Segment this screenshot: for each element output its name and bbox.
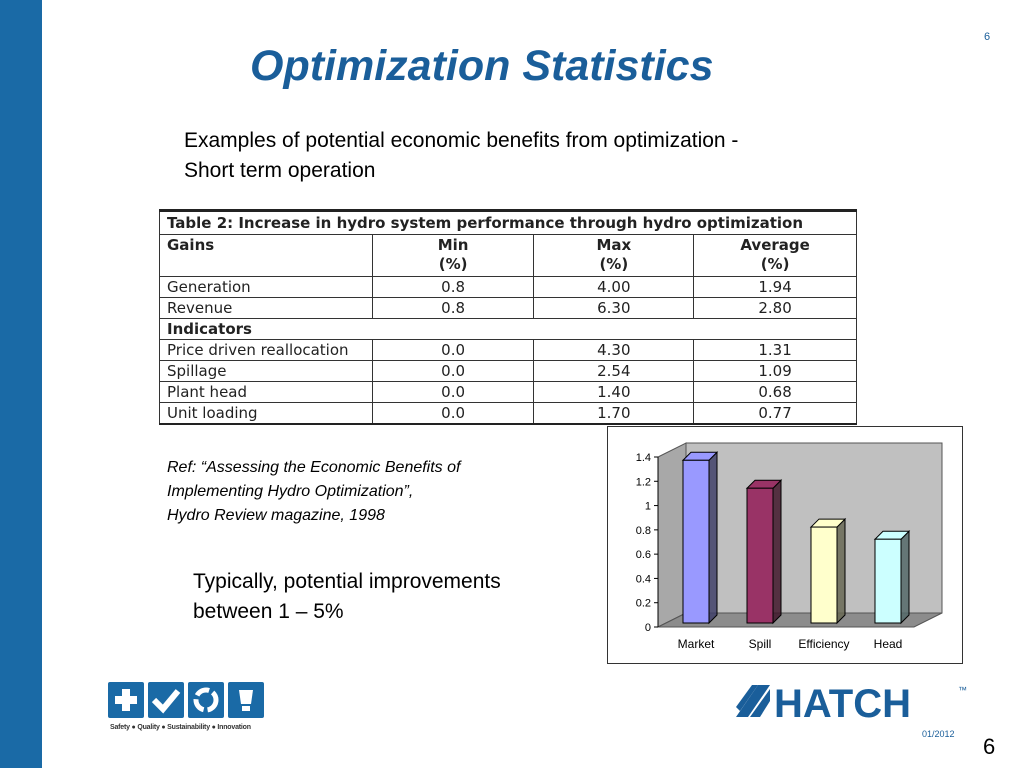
header-max-label: Max	[596, 236, 632, 254]
y-tick-label: 1	[645, 501, 651, 513]
row-max: 2.54	[533, 360, 695, 382]
row-label: Spillage	[159, 360, 373, 382]
header-max-unit: (%)	[599, 255, 629, 273]
row-min: 0.8	[371, 276, 535, 298]
sidebar-stripe	[0, 0, 42, 768]
table-section-row: Indicators	[159, 318, 857, 340]
y-tick-label: 1.2	[636, 476, 651, 488]
row-max: 1.70	[533, 402, 695, 425]
table-row: Unit loading 0.0 1.70 0.77	[159, 402, 857, 425]
table-caption: Table 2: Increase in hydro system perfor…	[159, 209, 857, 235]
row-label: Plant head	[159, 381, 373, 403]
header-average-unit: (%)	[760, 255, 790, 273]
row-max: 6.30	[533, 297, 695, 319]
x-tick-label: Efficiency	[798, 637, 849, 651]
table-row: Plant head 0.0 1.40 0.68	[159, 381, 857, 403]
header-average: Average (%)	[693, 234, 857, 277]
plus-icon	[108, 682, 144, 718]
reference-line: Hydro Review magazine, 1998	[167, 507, 385, 524]
row-min: 0.0	[371, 339, 535, 361]
bar-side-shade	[709, 452, 717, 623]
recycle-icon	[188, 682, 224, 718]
values-logo	[108, 682, 264, 718]
bar-side-shade	[837, 519, 845, 623]
row-max: 1.40	[533, 381, 695, 403]
row-label: Revenue	[159, 297, 373, 319]
page-number-top: 6	[984, 31, 991, 43]
row-avg: 0.77	[693, 402, 857, 425]
header-max: Max (%)	[533, 234, 695, 277]
slide-title: Optimization Statistics	[250, 42, 714, 90]
hatch-wordmark: HATCH	[774, 683, 911, 723]
y-tick-label: 0.6	[636, 549, 651, 561]
slide-date: 01/2012	[922, 729, 955, 739]
row-min: 0.0	[371, 402, 535, 425]
x-tick-label: Spill	[749, 637, 772, 651]
row-label: Generation	[159, 276, 373, 298]
table-row: Spillage 0.0 2.54 1.09	[159, 360, 857, 382]
table-caption-row: Table 2: Increase in hydro system perfor…	[159, 209, 857, 235]
table-row: Price driven reallocation 0.0 4.30 1.31	[159, 339, 857, 361]
hatch-emblem-icon	[736, 685, 770, 717]
table-row: Generation 0.8 4.00 1.94	[159, 276, 857, 298]
bar	[874, 538, 902, 624]
row-max: 4.30	[533, 339, 695, 361]
values-tagline: Safety ● Quality ● Sustainability ● Inno…	[110, 724, 251, 731]
row-avg: 1.94	[693, 276, 857, 298]
row-avg: 0.68	[693, 381, 857, 403]
y-tick-label: 0	[645, 622, 651, 634]
reference-note: Ref: “Assessing the Economic Benefits of…	[167, 456, 567, 528]
chart-canvas: 0 0.2 0.4 0.6 0.8 1 1.2 1.4 Market Spill Efficienc…	[636, 442, 943, 651]
header-min-label: Min	[437, 236, 469, 254]
reference-line: Ref: “Assessing the Economic Benefits of	[167, 459, 461, 476]
check-icon	[148, 682, 184, 718]
chart-floor	[657, 612, 943, 628]
hatch-trademark: ™	[958, 685, 967, 695]
y-tick-label: 1.4	[636, 452, 651, 464]
row-min: 0.0	[371, 381, 535, 403]
y-tick-label: 0.2	[636, 598, 651, 610]
row-min: 0.0	[371, 360, 535, 382]
benefit-bar-chart: 0 0.2 0.4 0.6 0.8 1 1.2 1.4 Market Spill Efficienc…	[607, 426, 963, 664]
row-label: Price driven reallocation	[159, 339, 373, 361]
table-row: Revenue 0.8 6.30 2.80	[159, 297, 857, 319]
row-avg: 1.09	[693, 360, 857, 382]
page-number-bottom: 6	[983, 734, 996, 759]
row-avg: 2.80	[693, 297, 857, 319]
bar	[810, 526, 838, 624]
performance-table: Table 2: Increase in hydro system perfor…	[159, 209, 857, 425]
indicators-label: Indicators	[159, 318, 857, 340]
bar-side-shade	[773, 480, 781, 623]
y-tick-label: 0.4	[636, 573, 651, 585]
row-max: 4.00	[533, 276, 695, 298]
row-min: 0.8	[371, 297, 535, 319]
header-min-unit: (%)	[438, 255, 468, 273]
header-min: Min (%)	[371, 234, 535, 277]
header-average-label: Average	[740, 236, 810, 254]
bar-side-shade	[901, 531, 909, 623]
header-gains: Gains	[159, 234, 373, 277]
reference-line: Implementing Hydro Optimization”,	[167, 483, 414, 500]
row-avg: 1.31	[693, 339, 857, 361]
row-label: Unit loading	[159, 402, 373, 425]
summary-text: Typically, potential improvements betwee…	[193, 570, 501, 623]
table-header-row: Gains Min (%) Max (%) Average (%)	[159, 234, 857, 277]
hatch-logo: HATCH ™	[736, 683, 967, 723]
x-tick-label: Head	[874, 637, 903, 651]
bar	[746, 487, 774, 624]
x-tick-label: Market	[678, 637, 715, 651]
bar	[682, 459, 710, 624]
chart-side-wall	[657, 442, 687, 628]
y-tick-label: 0.8	[636, 525, 651, 537]
slide-subtitle: Examples of potential economic benefits …	[184, 129, 739, 182]
lightbulb-icon	[228, 682, 264, 718]
